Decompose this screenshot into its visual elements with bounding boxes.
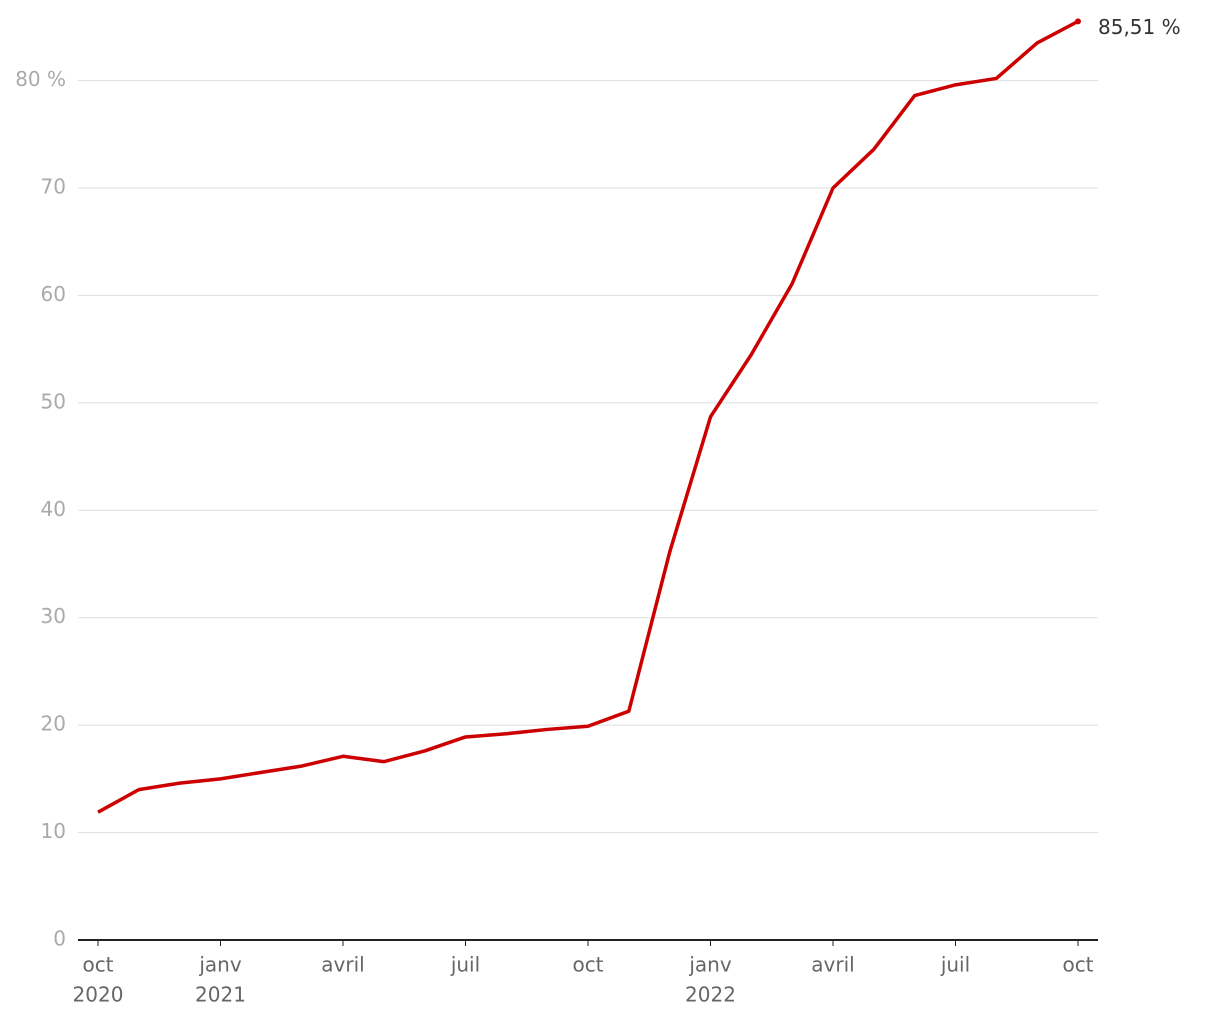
x-tick-label: oct — [572, 953, 603, 977]
x-tick-label: oct — [1062, 953, 1093, 977]
y-tick-label: 0 — [53, 927, 66, 951]
x-tick-label: janv — [688, 953, 731, 977]
y-tick-label: 20 — [41, 712, 66, 736]
data-line — [97, 19, 1079, 814]
x-tick-label: oct — [82, 953, 113, 977]
y-tick-label: 80 % — [15, 67, 66, 91]
x-tick-label: juil — [450, 953, 480, 977]
x-tick-label: avril — [321, 953, 364, 977]
x-tick-label: janv — [198, 953, 241, 977]
y-tick-label: 50 — [41, 389, 66, 413]
end-point — [1075, 18, 1081, 25]
y-tick-label: 10 — [41, 819, 66, 843]
y-tick-label: 60 — [41, 282, 66, 306]
y-tick-label: 70 — [41, 175, 66, 199]
y-tick-label: 40 — [41, 497, 66, 521]
x-tick-label: avril — [811, 953, 854, 977]
x-tick-label: 2022 — [685, 983, 736, 1007]
value-label: 85,51 % — [1098, 15, 1181, 39]
x-tick-label: 2021 — [195, 983, 246, 1007]
x-tick-label: 2020 — [73, 983, 124, 1007]
x-tick-label: juil — [940, 953, 970, 977]
y-tick-label: 30 — [41, 604, 66, 628]
